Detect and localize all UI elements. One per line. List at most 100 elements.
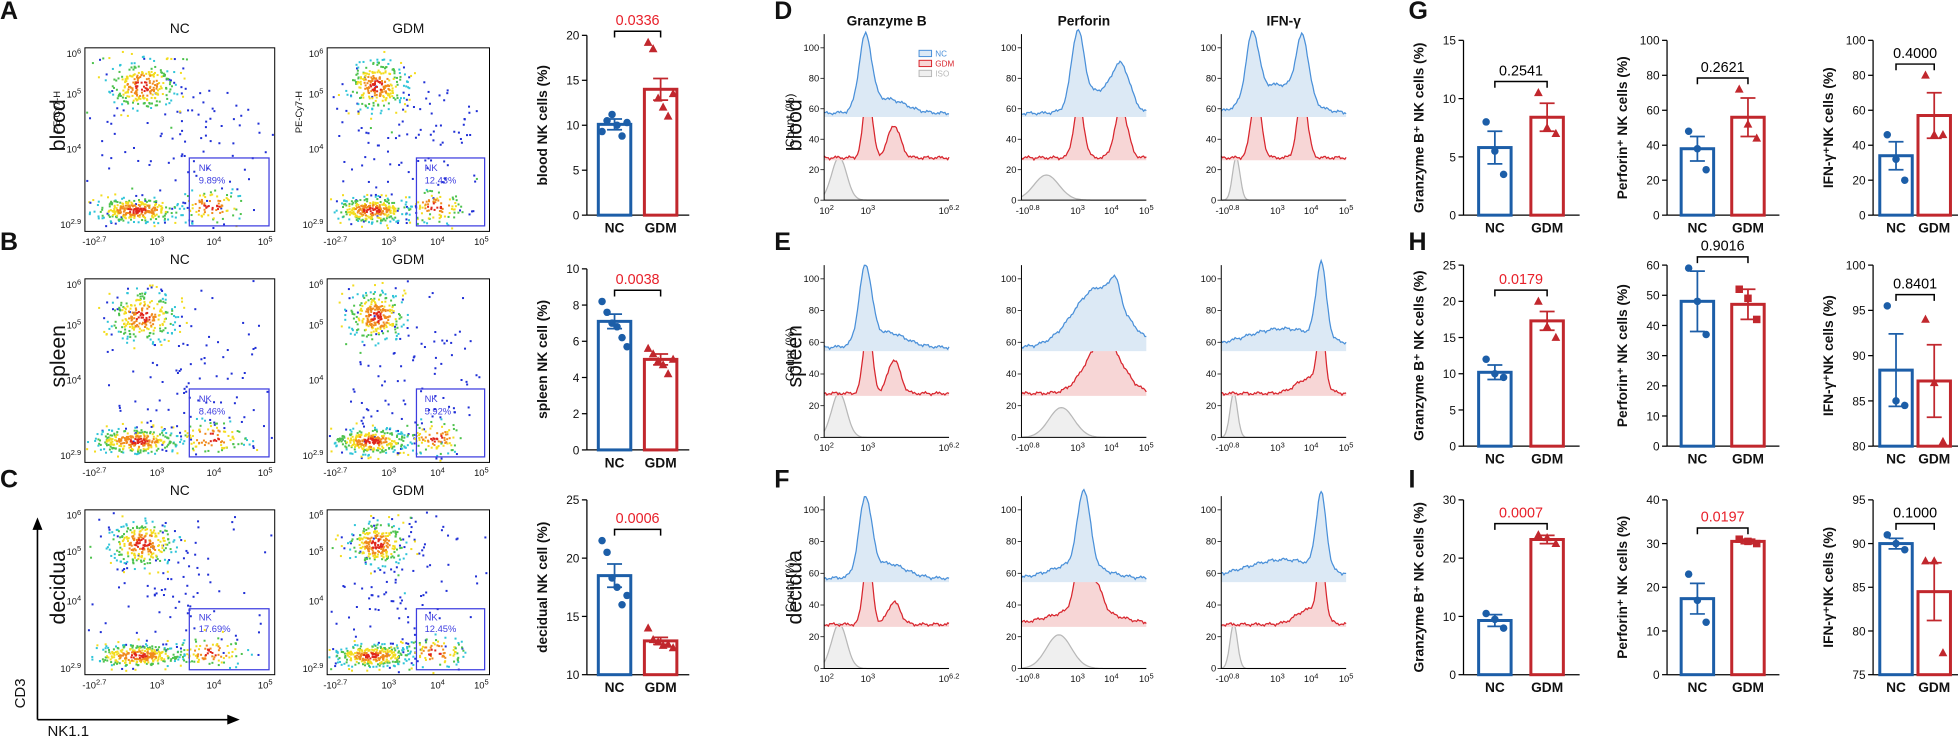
dot [370,85,373,88]
dot [209,432,212,435]
x-tick-label-exp: 3 [160,465,164,474]
dot [88,201,91,204]
dot [163,658,166,661]
dot [424,159,427,162]
dot [219,200,222,203]
dot [347,444,350,447]
dot [122,646,125,649]
dot [210,444,213,447]
y-tick-label: 102.9 [303,217,324,230]
dot [383,542,386,545]
dot [132,339,135,342]
dot [149,284,152,287]
dot [365,408,368,411]
dot [222,651,225,654]
dot [235,642,238,645]
dot [396,380,399,383]
dot [365,315,368,318]
dot [419,108,422,111]
dot [96,433,99,436]
dot [114,651,117,654]
dot [218,430,221,433]
dot [397,313,400,316]
dot [369,81,372,84]
dot [161,443,164,446]
dot [213,656,216,659]
dot [224,430,227,433]
dot [194,203,197,206]
dot [139,76,142,79]
dot [385,97,388,100]
dot [394,657,397,660]
dot [367,436,370,439]
dot [408,668,411,671]
dot [140,538,143,541]
dot [143,57,146,60]
dot [382,535,385,538]
dot [159,327,162,330]
dot [375,665,378,668]
dot [131,87,134,90]
dot [115,207,118,210]
dot [381,450,384,453]
dot [394,318,397,321]
dot [377,641,380,644]
dot [159,439,162,442]
dot [348,326,351,329]
dot [382,202,385,205]
dot [466,383,469,386]
dot [441,432,444,435]
dot [428,658,431,661]
dot [372,104,375,107]
dot [129,208,132,211]
dot [108,528,111,531]
dot [174,221,177,224]
dot [370,325,373,328]
dot [356,80,359,83]
dot [98,518,101,521]
x-tick-label-base: 10 [382,680,392,690]
dot [167,538,170,541]
dot [340,211,343,214]
dot [380,317,383,320]
dot [232,214,235,217]
dot [219,206,222,209]
dot [121,535,124,538]
y-tick-label: 40 [1006,369,1016,379]
dot [384,293,387,296]
dot [206,167,209,170]
dot [196,592,199,595]
dot [457,656,460,659]
dot [348,218,351,221]
histogram-fill [1221,316,1347,396]
x-tick-label-base: 10 [1339,206,1349,216]
dot [161,448,164,451]
dot [379,544,382,547]
dot [376,643,379,646]
y-tick-label: 2 [573,407,580,421]
dot [457,131,460,134]
dot [401,649,404,652]
dot [374,80,377,83]
dot [190,442,193,445]
dot [108,448,111,451]
dot [407,171,410,174]
dot [105,645,108,648]
dot [351,168,354,171]
dot [194,553,197,556]
dot [413,538,416,541]
dot [109,443,112,446]
y-tick-label: 20 [1206,401,1216,411]
dot [368,208,371,211]
dot [192,429,195,432]
dot [369,213,372,216]
dot [173,660,176,663]
dot [134,654,137,657]
y-tick-label: 80 [809,306,819,316]
dot [348,616,351,619]
dot [371,207,374,210]
dot [378,207,381,210]
dot [140,429,143,432]
dot [428,408,431,411]
dot [346,649,349,652]
